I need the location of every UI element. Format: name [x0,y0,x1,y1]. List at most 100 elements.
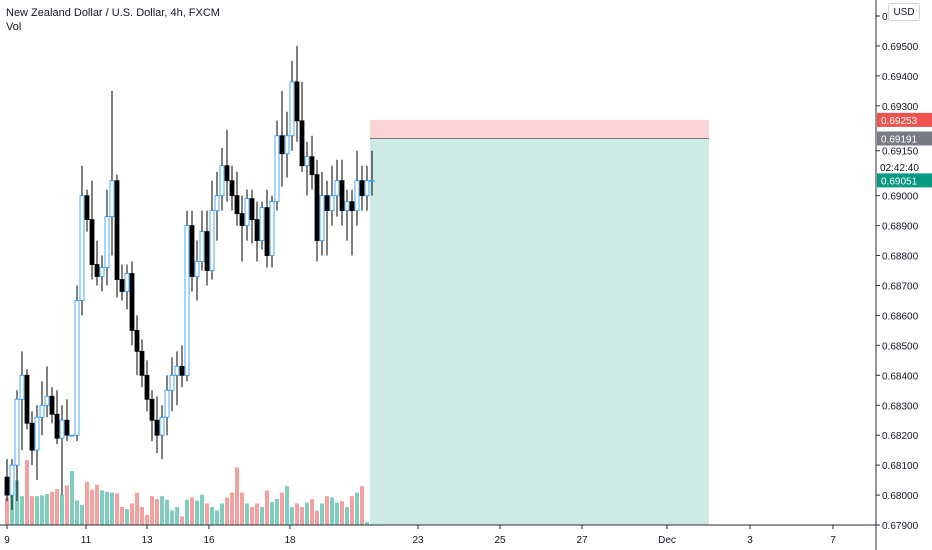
volume-bar [215,511,219,525]
candle-up [245,199,249,226]
volume-bar [125,509,129,525]
candle-up [170,375,174,390]
volume-bar [190,498,194,525]
volume-bar [100,490,104,525]
time-tick-label: 7 [830,535,836,546]
volume-bar [240,493,244,525]
volume-bar [335,503,339,525]
volume-bar [230,493,234,525]
volume-bar [355,493,359,525]
candle-up [330,196,334,211]
price-tick-label: 0.67900 [882,521,919,532]
volume-bar [35,496,39,525]
candle-up [15,399,19,465]
candle-down [180,366,184,375]
volume-bar [360,486,364,525]
price-tick-label: 0.68900 [882,222,919,233]
candles [5,46,374,510]
price-tick-label: 0.68700 [882,281,919,292]
volume-bar [170,511,174,525]
volume-bar [310,499,314,525]
candle-down [130,274,134,331]
time-tick-label: 23 [412,535,424,546]
candle-up [100,268,104,277]
price-tick-label: 0.68400 [882,371,919,382]
volume-bar [195,501,199,525]
candle-up [365,181,369,196]
price-tick-label: 0.68200 [882,431,919,442]
volume-bar [350,496,354,525]
take-profit-zone [370,138,709,525]
candle-up [35,417,39,450]
volume-bar [135,493,139,525]
candle-up [160,417,164,435]
candle-up [165,390,169,417]
candle-down [50,396,54,414]
volume-bar [70,471,74,525]
volume-bar [20,496,24,525]
time-tick-label: 25 [494,535,506,546]
volume-bar [155,499,159,525]
candle-up [75,300,79,435]
stop-loss-zone [370,120,709,139]
candle-up [260,208,264,241]
candle-down [55,414,59,438]
candle-up [175,366,179,375]
volume-bar [300,507,304,525]
candle-down [310,157,314,175]
candle-up [80,196,84,301]
time-tick-label: 3 [747,535,753,546]
time-tick-label: 9 [4,535,10,546]
stop-price-label: 0.69253 [881,116,918,127]
volume-bar [90,490,94,525]
volume-bar [285,486,289,525]
position-zones [370,120,709,525]
volume-bar [110,493,114,525]
volume-bar [290,507,294,525]
candle-down [255,220,259,241]
candle-down [25,375,29,423]
price-tick-label: 0.69500 [882,42,919,53]
candle-down [5,477,9,495]
volume-bar [150,496,154,525]
candle-up [270,202,274,256]
chart-legend: New Zealand Dollar / U.S. Dollar, 4h, FX… [6,6,220,34]
volume-bar [345,507,349,525]
volume-bar [185,500,189,525]
candle-up [290,82,294,136]
candle-up [125,274,129,292]
candle-down [90,220,94,265]
candle-down [30,423,34,450]
volume-bar [115,493,119,525]
volume-bar [140,507,144,525]
volume-bar [255,503,259,525]
candle-down [325,196,329,211]
candle-up [215,196,219,211]
candle-down [240,214,244,226]
current-price-label: 0.69051 [881,176,918,187]
candle-up [20,375,24,399]
candle-up [285,136,289,154]
volume-bar [280,493,284,525]
candle-up [110,181,114,217]
candle-up [335,181,339,196]
volume-bar [325,496,329,525]
volume-bar [5,498,9,525]
candle-up [210,211,214,271]
volume-bar [295,503,299,525]
time-tick-label: 11 [81,535,92,546]
price-tick-label: 0.68000 [882,491,919,502]
volume-bar [85,482,89,525]
currency-button[interactable]: USD [888,3,920,21]
candle-down [360,181,364,196]
volume-bar [175,507,179,525]
candle-down [140,351,144,375]
volume-bar [165,500,169,525]
volume-bar [50,492,54,525]
volume-bar [160,496,164,525]
price-tick-label: 0.69400 [882,72,919,83]
volume-bar [130,503,134,525]
volume-bar [60,495,64,525]
candle-up [60,420,64,438]
